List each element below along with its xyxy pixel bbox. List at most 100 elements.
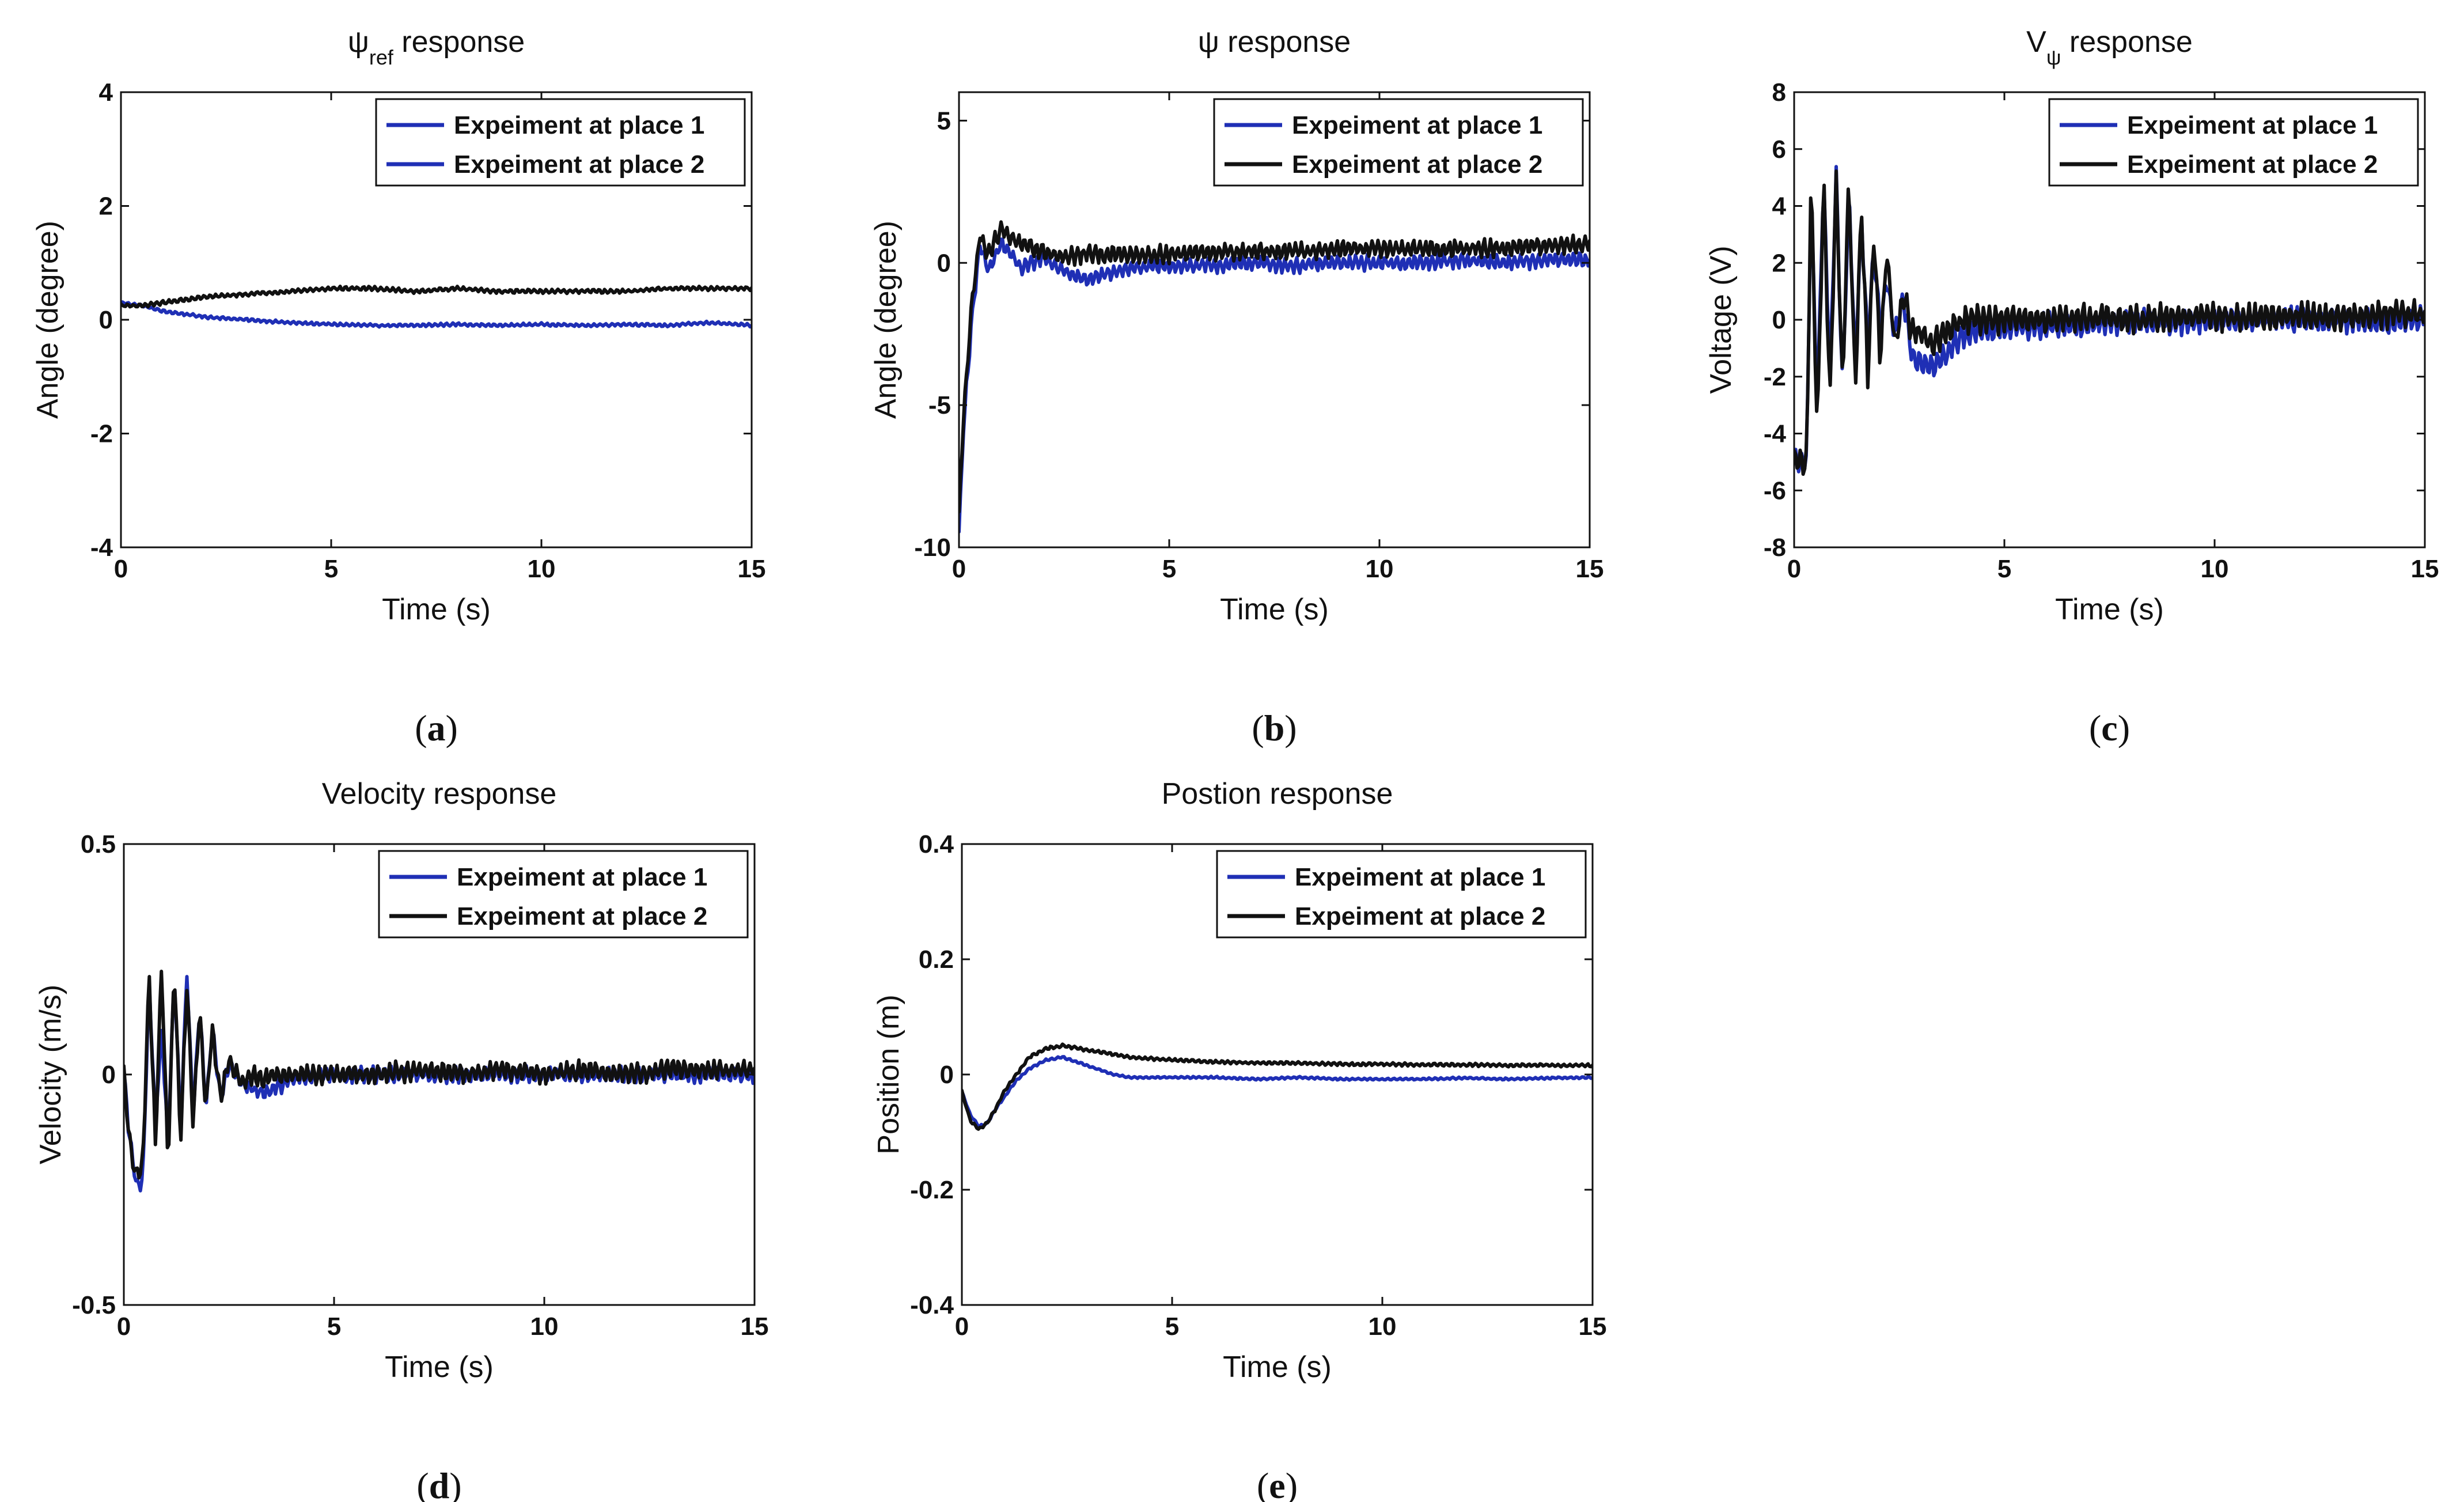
panel-label: (c) — [2089, 708, 2130, 748]
x-tick-label: 15 — [741, 1312, 769, 1341]
series-line-e-2 — [962, 1042, 1593, 1131]
y-tick-label: 0 — [940, 1061, 954, 1089]
y-tick-label: 5 — [937, 107, 951, 135]
legend-entry-1: Expeiment at place 1 — [457, 863, 707, 891]
y-tick-label: -0.5 — [72, 1291, 116, 1319]
panel-label-letter: c — [2101, 708, 2117, 748]
x-tick-label: 5 — [327, 1312, 341, 1341]
x-tick-label: 10 — [1369, 1312, 1397, 1341]
panel-label-close: ) — [1286, 1465, 1298, 1502]
panel-label: (e) — [1257, 1465, 1298, 1502]
y-tick-label: 0 — [937, 249, 951, 277]
chart-title-main: ψ — [348, 25, 369, 59]
y-tick-label: -6 — [1764, 476, 1786, 505]
panel-label: (b) — [1252, 708, 1297, 748]
chart-title: ψref response — [348, 25, 525, 69]
x-tick-label: 15 — [1576, 555, 1604, 583]
chart-title-subscript: ref — [369, 46, 394, 69]
series-line-b-1 — [959, 237, 1590, 534]
y-tick-label: 4 — [99, 78, 113, 107]
panel-label: (a) — [415, 708, 458, 748]
legend: Expeiment at place 1 Expeiment at place 2 — [1213, 98, 1584, 187]
chart-title: Postion response — [1162, 777, 1393, 811]
y-tick-label: 4 — [1772, 192, 1787, 221]
panel-label-letter: d — [429, 1465, 450, 1502]
chart-title-suffix: response — [1219, 25, 1351, 59]
legend-entry-1: Expeiment at place 1 — [1292, 111, 1542, 139]
x-tick-label: 5 — [1162, 555, 1176, 583]
legend-entry-2: Expeiment at place 2 — [454, 150, 704, 179]
series-line-b-2 — [959, 220, 1590, 514]
panel-label-letter: a — [427, 708, 446, 748]
y-tick-label: 0 — [1772, 306, 1786, 334]
y-tick-label: -10 — [914, 534, 951, 562]
x-tick-label: 15 — [738, 555, 766, 583]
x-axis-label: Time (s) — [1223, 1350, 1332, 1384]
x-tick-label: 15 — [2411, 555, 2439, 583]
y-tick-label: -0.4 — [910, 1291, 954, 1319]
legend-entry-2: Expeiment at place 2 — [2127, 150, 2378, 179]
series-line-a-2 — [121, 285, 752, 309]
y-axis-label: Velocity (m/s) — [34, 985, 67, 1164]
y-tick-label: 0.5 — [81, 830, 116, 858]
panel-label: (d) — [416, 1465, 461, 1502]
chart-title: Velocity response — [322, 777, 557, 811]
panel-label-open: ( — [415, 708, 427, 748]
y-tick-label: -5 — [928, 391, 951, 419]
chart-title-main: V — [2026, 25, 2046, 59]
legend: Expeiment at place 1 Expeiment at place 2 — [378, 850, 749, 939]
chart-title: ψ response — [1198, 25, 1351, 59]
y-tick-label: 2 — [99, 192, 113, 221]
y-tick-label: -0.2 — [910, 1176, 954, 1204]
legend-entry-1: Expeiment at place 1 — [454, 111, 704, 139]
x-tick-label: 10 — [530, 1312, 559, 1341]
panel-label-close: ) — [1284, 708, 1297, 748]
y-tick-label: 0 — [102, 1061, 116, 1089]
x-tick-label: 0 — [952, 555, 966, 583]
panel-label-close: ) — [2118, 708, 2130, 748]
x-tick-label: 0 — [117, 1312, 131, 1341]
y-tick-label: -4 — [90, 534, 113, 562]
x-tick-label: 10 — [1366, 555, 1394, 583]
y-tick-label: -2 — [1764, 363, 1786, 391]
panel-label-close: ) — [449, 1465, 461, 1502]
legend-box — [1213, 98, 1584, 187]
x-axis-label: Time (s) — [385, 1350, 494, 1384]
panel-label-open: ( — [2089, 708, 2101, 748]
chart-title-suffix: response — [393, 25, 525, 59]
y-tick-label: 6 — [1772, 135, 1786, 164]
x-axis-label: Time (s) — [382, 593, 491, 626]
panel-label-letter: e — [1269, 1465, 1285, 1502]
legend-entry-2: Expeiment at place 2 — [1295, 902, 1545, 930]
chart-title-suffix: response — [2061, 25, 2192, 59]
legend-box — [375, 98, 746, 187]
panel-label-close: ) — [446, 708, 458, 748]
chart-title-main: ψ — [1198, 25, 1219, 59]
y-tick-label: 0 — [99, 306, 113, 334]
y-tick-label: -4 — [1764, 420, 1787, 448]
chart-panel-b: 0 5 10 15 5 0 -5 -10 Time (s) Angle (degree) ψ res… — [869, 25, 1604, 748]
x-tick-label: 10 — [528, 555, 556, 583]
legend-box — [2048, 98, 2419, 187]
panel-label-open: ( — [1252, 708, 1264, 748]
chart-title-main: Velocity response — [322, 777, 557, 811]
y-tick-label: 8 — [1772, 78, 1786, 107]
series-line-a-1 — [121, 300, 752, 329]
legend: Expeiment at place 1 Expeiment at place 2 — [375, 98, 746, 187]
x-tick-label: 0 — [114, 555, 128, 583]
y-tick-label: -2 — [90, 420, 113, 448]
y-axis-label: Position (m) — [872, 994, 905, 1154]
x-tick-label: 5 — [324, 555, 338, 583]
chart-panel-a: 0 5 10 15 4 2 0 -2 -4 Time (s) Angle (degree) ψref … — [31, 25, 765, 748]
x-tick-label: 0 — [1787, 555, 1801, 583]
panel-label-open: ( — [1257, 1465, 1269, 1502]
panel-label-open: ( — [416, 1465, 429, 1502]
y-axis-label: Angle (degree) — [31, 221, 65, 419]
legend-entry-2: Expeiment at place 2 — [457, 902, 707, 930]
x-tick-label: 0 — [955, 1312, 969, 1341]
x-tick-label: 10 — [2201, 555, 2229, 583]
chart-title: Vψ response — [2026, 25, 2193, 69]
y-tick-label: 2 — [1772, 249, 1786, 277]
x-tick-label: 5 — [1165, 1312, 1179, 1341]
